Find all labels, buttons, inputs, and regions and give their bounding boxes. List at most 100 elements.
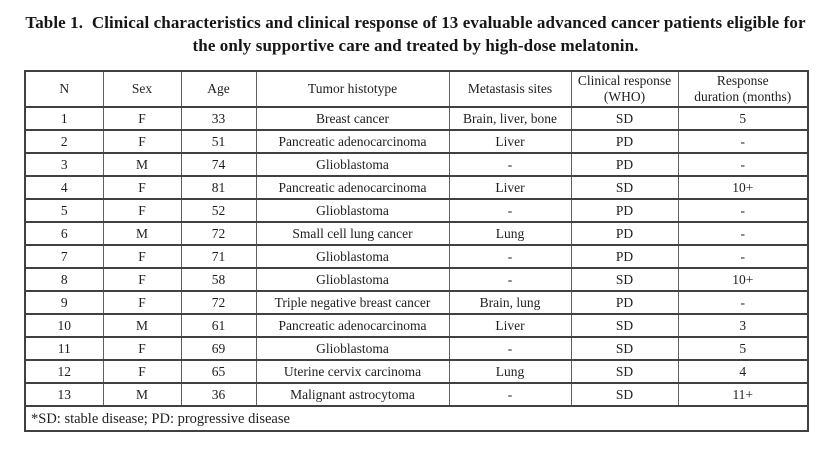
table-row: 3 M 74 Glioblastoma - PD - xyxy=(24,152,809,177)
cell: SD xyxy=(570,359,679,384)
cell: 3 xyxy=(24,152,104,177)
cell: - xyxy=(677,221,809,246)
cell: Small cell lung cancer xyxy=(255,221,450,246)
cell: 51 xyxy=(180,129,257,154)
column-header: Metastasis sites xyxy=(448,70,572,108)
cell: Uterine cervix carcinoma xyxy=(255,359,450,384)
cell: PD xyxy=(570,221,679,246)
table-row: 8 F 58 Glioblastoma - SD 10+ xyxy=(24,267,809,292)
clinical-table: N Sex Age Tumor histotype Metastasis sites Cl… xyxy=(24,70,809,432)
cell: 11+ xyxy=(677,382,809,407)
cell: M xyxy=(102,221,182,246)
cell: 72 xyxy=(180,221,257,246)
table-row: 10 M 61 Pancreatic adenocarcinoma Liver SD 3 xyxy=(24,313,809,338)
cell: - xyxy=(677,290,809,315)
table-title: Table 1. Clinical characteristics and cl… xyxy=(0,11,831,57)
table-row: 7 F 71 Glioblastoma - PD - xyxy=(24,244,809,269)
cell: PD xyxy=(570,129,679,154)
cell: - xyxy=(448,152,572,177)
table-row: 4 F 81 Pancreatic adenocarcinoma Liver SD 10+ xyxy=(24,175,809,200)
cell: Liver xyxy=(448,313,572,338)
cell: SD xyxy=(570,175,679,200)
cell: 10+ xyxy=(677,267,809,292)
cell: Glioblastoma xyxy=(255,198,450,223)
cell: 2 xyxy=(24,129,104,154)
column-header: Response duration (months) xyxy=(677,70,809,108)
table-row: 13 M 36 Malignant astrocytoma - SD 11+ xyxy=(24,382,809,407)
cell: Triple negative breast cancer xyxy=(255,290,450,315)
table-row: 5 F 52 Glioblastoma - PD - xyxy=(24,198,809,223)
cell: Lung xyxy=(448,359,572,384)
cell: 1 xyxy=(24,106,104,131)
cell: 36 xyxy=(180,382,257,407)
footnote-cell: *SD: stable disease; PD: progressive dis… xyxy=(24,405,809,432)
cell: 4 xyxy=(24,175,104,200)
cell: Pancreatic adenocarcinoma xyxy=(255,129,450,154)
column-header: Clinical response (WHO) xyxy=(570,70,679,108)
cell: PD xyxy=(570,198,679,223)
cell: Malignant astrocytoma xyxy=(255,382,450,407)
cell: F xyxy=(102,244,182,269)
cell: - xyxy=(677,152,809,177)
table-row: 9 F 72 Triple negative breast cancer Brain, … xyxy=(24,290,809,315)
table-title-line1: Table 1. Clinical characteristics and cl… xyxy=(25,13,806,32)
cell: Brain, liver, bone xyxy=(448,106,572,131)
cell: 8 xyxy=(24,267,104,292)
cell: 5 xyxy=(24,198,104,223)
cell: Glioblastoma xyxy=(255,244,450,269)
cell: 10+ xyxy=(677,175,809,200)
column-header: Tumor histotype xyxy=(255,70,450,108)
cell: 74 xyxy=(180,152,257,177)
cell: Pancreatic adenocarcinoma xyxy=(255,175,450,200)
table-row: 12 F 65 Uterine cervix carcinoma Lung SD 4 xyxy=(24,359,809,384)
cell: 7 xyxy=(24,244,104,269)
cell: F xyxy=(102,198,182,223)
cell: 9 xyxy=(24,290,104,315)
cell: - xyxy=(677,198,809,223)
cell: - xyxy=(448,336,572,361)
table-title-line2: the only supportive care and treated by … xyxy=(192,36,639,55)
cell: - xyxy=(448,382,572,407)
cell: M xyxy=(102,313,182,338)
cell: Brain, lung xyxy=(448,290,572,315)
cell: - xyxy=(448,267,572,292)
cell: F xyxy=(102,267,182,292)
cell: F xyxy=(102,106,182,131)
cell: 5 xyxy=(677,336,809,361)
cell: SD xyxy=(570,313,679,338)
cell: 61 xyxy=(180,313,257,338)
table-row: 11 F 69 Glioblastoma - SD 5 xyxy=(24,336,809,361)
cell: Breast cancer xyxy=(255,106,450,131)
cell: - xyxy=(677,129,809,154)
cell: 52 xyxy=(180,198,257,223)
cell: 72 xyxy=(180,290,257,315)
cell: 11 xyxy=(24,336,104,361)
header-row: N Sex Age Tumor histotype Metastasis sites Cl… xyxy=(24,70,809,108)
cell: Lung xyxy=(448,221,572,246)
cell: 4 xyxy=(677,359,809,384)
cell: Glioblastoma xyxy=(255,267,450,292)
cell: 65 xyxy=(180,359,257,384)
cell: 69 xyxy=(180,336,257,361)
column-header: Age xyxy=(180,70,257,108)
cell: F xyxy=(102,129,182,154)
cell: SD xyxy=(570,267,679,292)
cell: SD xyxy=(570,106,679,131)
column-header: N xyxy=(24,70,104,108)
cell: SD xyxy=(570,382,679,407)
cell: SD xyxy=(570,336,679,361)
cell: 81 xyxy=(180,175,257,200)
cell: 12 xyxy=(24,359,104,384)
cell: - xyxy=(677,244,809,269)
cell: PD xyxy=(570,244,679,269)
cell: - xyxy=(448,198,572,223)
cell: F xyxy=(102,175,182,200)
cell: Pancreatic adenocarcinoma xyxy=(255,313,450,338)
cell: 6 xyxy=(24,221,104,246)
table-row: 1 F 33 Breast cancer Brain, liver, bone SD 5 xyxy=(24,106,809,131)
table-row: 6 M 72 Small cell lung cancer Lung PD - xyxy=(24,221,809,246)
cell: Glioblastoma xyxy=(255,152,450,177)
table-row: 2 F 51 Pancreatic adenocarcinoma Liver PD - xyxy=(24,129,809,154)
cell: F xyxy=(102,290,182,315)
